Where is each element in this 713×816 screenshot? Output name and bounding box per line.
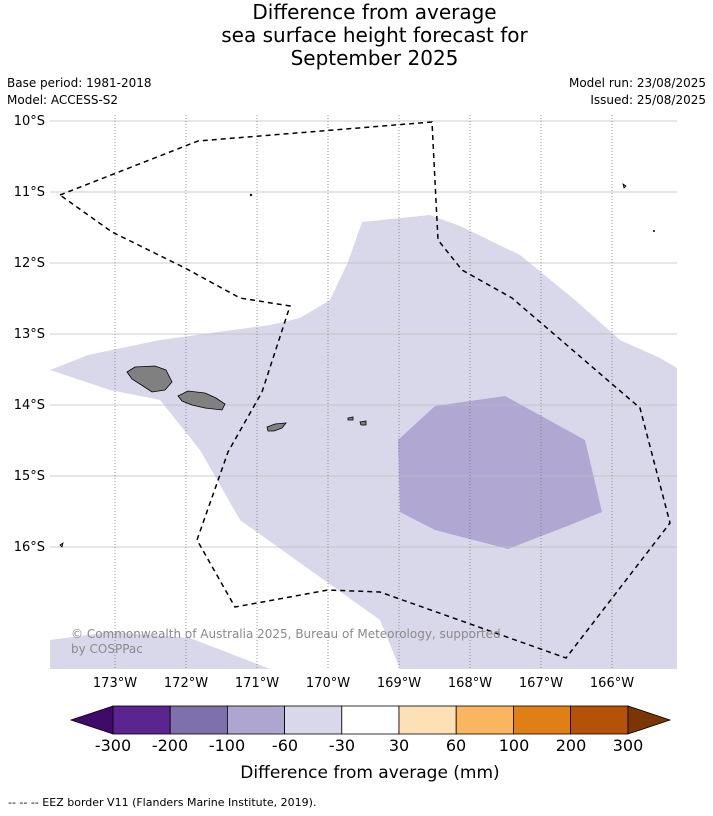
lon-label: 171°W [235,676,279,691]
map-title-line2: sea surface height forecast for [221,23,528,47]
lat-label: 13°S [14,327,45,342]
island-upolu [177,390,226,411]
island-tokelau-a [622,183,627,189]
lat-label: 11°S [14,185,45,200]
colorbar-tick: 60 [446,736,466,755]
anomaly-region-corner [50,632,270,669]
anomaly-region-light [50,215,677,669]
model-name: Model: ACCESS-S2 [7,93,119,107]
lon-label: 172°W [164,676,208,691]
lon-label: 168°W [448,676,492,691]
colorbar-segment [398,705,457,735]
island-tau [359,420,367,426]
map-title-line1: Difference from average [252,0,497,24]
map-title-line3: September 2025 [290,46,459,70]
lat-label: 10°S [14,114,45,129]
colorbar-arrow-low [69,705,114,735]
lat-label: 16°S [14,540,45,555]
island-ofu [347,416,354,421]
colorbar [69,705,672,735]
copyright-line2: by COSPPac [71,642,143,656]
lat-label: 14°S [14,398,45,413]
colorbar-tick: 300 [613,736,644,755]
island-savaii [126,365,173,393]
colorbar-tick: 100 [499,736,530,755]
colorbar-tick: -300 [95,736,131,755]
colorbar-ticks: -300 -200 -100 -60 -30 30 60 100 200 300 [95,736,643,755]
colorbar-tick: -200 [152,736,188,755]
colorbar-segment [513,705,572,735]
eez-tokelau [58,121,671,659]
islands [59,183,656,548]
colorbar-segment [570,705,629,735]
colorbar-tick: 30 [389,736,409,755]
lat-label: 12°S [14,256,45,271]
anomaly-region-dark [398,396,602,549]
colorbar-segment [169,705,228,735]
colorbar-tick: -30 [329,736,355,755]
colorbar-segment [226,705,285,735]
colorbar-segment [112,705,171,735]
lon-label: 170°W [306,676,350,691]
colorbar-segment [284,705,343,735]
model-run: Model run: 23/08/2025 [568,76,706,90]
colorbar-tick: 200 [556,736,587,755]
colorbar-segment [341,705,400,735]
lon-label: 173°W [93,676,137,691]
island-swains [249,193,253,197]
lon-label: 166°W [590,676,634,691]
latitude-labels: 10°S 11°S 12°S 13°S 14°S 15°S 16°S [14,114,45,555]
colorbar-tick: -60 [272,736,298,755]
colorbar-tick: -100 [209,736,245,755]
graticule [50,120,677,548]
copyright-line1: © Commonwealth of Australia 2025, Bureau… [71,627,501,641]
island-west [59,542,64,548]
issued-date: Issued: 25/08/2025 [590,93,706,107]
colorbar-title: Difference from average (mm) [240,763,499,783]
base-period: Base period: 1981-2018 [7,76,152,90]
lat-label: 15°S [14,469,45,484]
lon-label: 167°W [519,676,563,691]
lon-label: 169°W [377,676,421,691]
map-area: © Commonwealth of Australia 2025, Bureau… [50,115,677,669]
eez-footnote: -- -- -- EEZ border V11 (Flanders Marine… [8,796,317,809]
colorbar-segment [455,705,514,735]
island-tutuila [266,422,287,432]
longitude-labels: 173°W 172°W 171°W 170°W 169°W 168°W 167°… [93,676,634,691]
colorbar-arrow-high [627,705,672,735]
island-tokelau-b [653,229,656,232]
eez-border [58,121,671,659]
